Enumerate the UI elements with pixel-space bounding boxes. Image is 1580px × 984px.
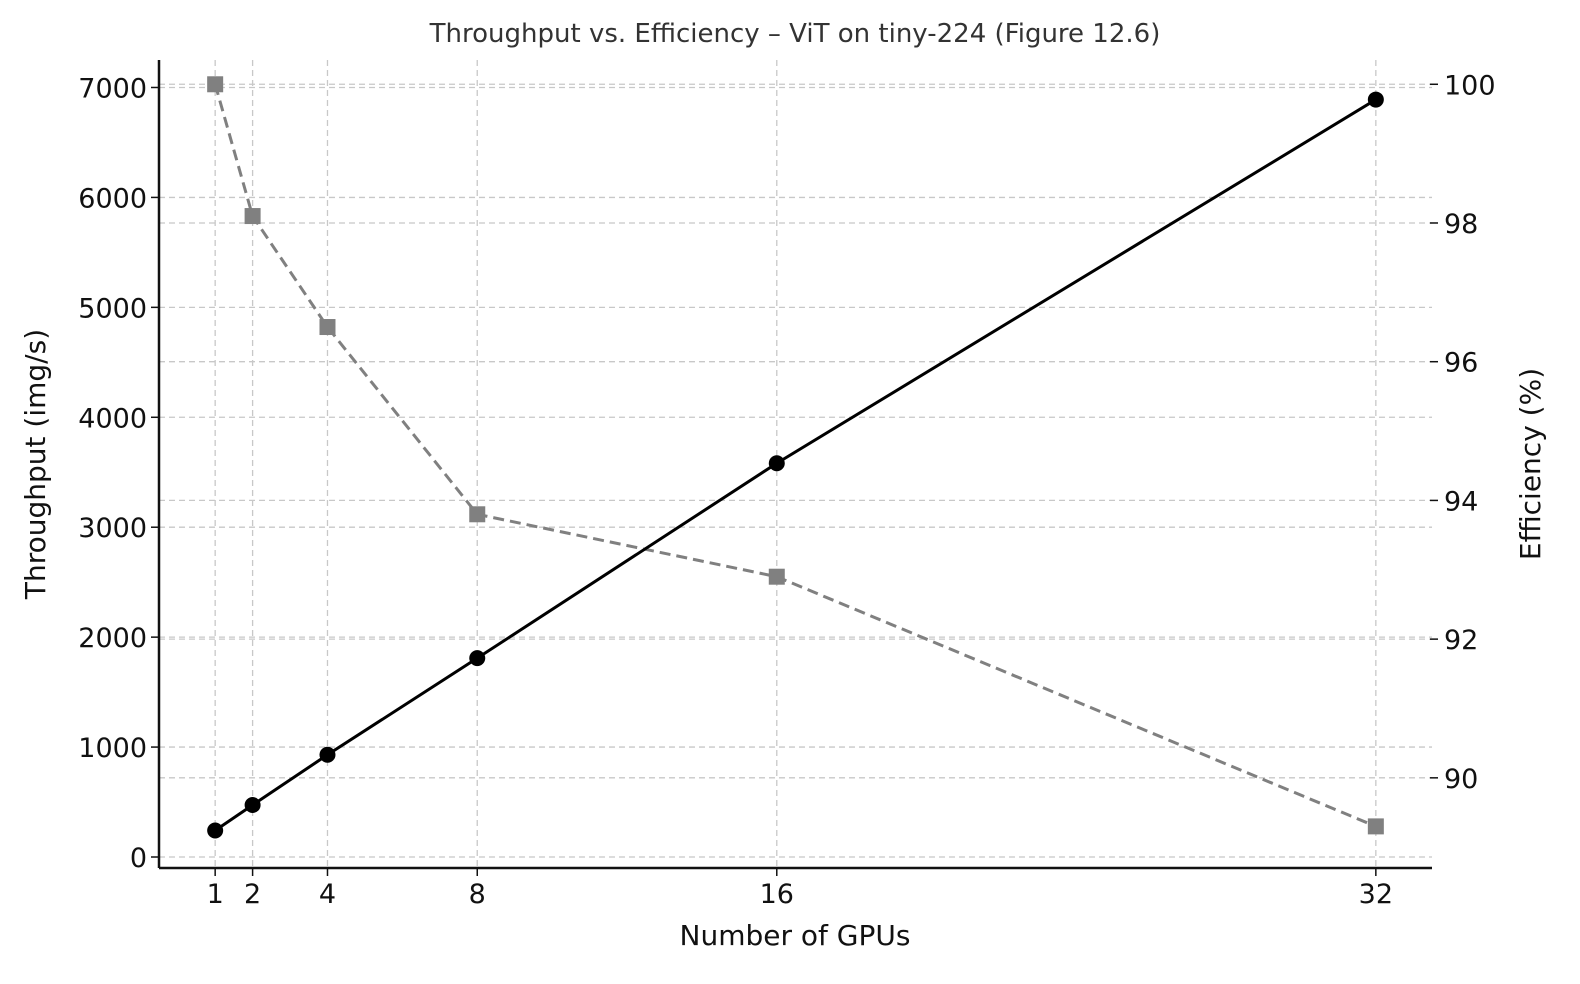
series-layer <box>207 76 1384 839</box>
efficiency-point <box>1367 818 1384 835</box>
y2-tick-label: 100 <box>1444 70 1496 101</box>
grid <box>159 60 1432 868</box>
throughput-point <box>244 797 261 814</box>
y-tick-label: 5000 <box>78 293 147 324</box>
x-tick-label: 4 <box>319 879 336 910</box>
y-tick-label: 0 <box>130 843 147 874</box>
x-tick-label: 32 <box>1359 879 1393 910</box>
y-tick-label: 6000 <box>78 183 147 214</box>
y2-tick-label: 94 <box>1444 486 1478 517</box>
efficiency-point <box>768 568 785 585</box>
y2-tick-label: 96 <box>1444 348 1478 379</box>
x-tick-label: 2 <box>244 879 261 910</box>
throughput-line <box>214 98 1377 832</box>
throughput-point <box>319 746 336 763</box>
axes: 1 2 4 8 16 32 0 1000 2000 3000 4000 5000 6000 7000 90 9… <box>78 60 1496 910</box>
efficiency-line <box>213 83 1377 828</box>
y2-tick-label: 92 <box>1444 625 1478 656</box>
y-tick-label: 3000 <box>78 513 147 544</box>
y-tick-label: 1000 <box>78 733 147 764</box>
x-tick-label: 8 <box>469 879 486 910</box>
y2-axis-label: Efficiency (%) <box>1514 368 1547 560</box>
x-tick-label: 1 <box>207 879 224 910</box>
efficiency-point <box>207 76 224 93</box>
y-tick-label: 4000 <box>78 403 147 434</box>
efficiency-point <box>244 208 261 225</box>
throughput-point <box>1367 91 1384 108</box>
chart-title: Throughput vs. Efficiency – ViT on tiny-… <box>429 19 1161 49</box>
y-axis-label: Throughput (img/s) <box>19 329 52 600</box>
efficiency-point <box>319 319 336 336</box>
y2-tick-label: 90 <box>1444 764 1478 795</box>
x-axis-label: Number of GPUs <box>680 919 911 952</box>
throughput-point <box>768 455 785 472</box>
x-tick-label: 16 <box>760 879 794 910</box>
y-tick-label: 2000 <box>78 623 147 654</box>
efficiency-point <box>469 506 486 523</box>
y-tick-label: 7000 <box>78 73 147 104</box>
throughput-point <box>207 822 224 839</box>
y2-tick-label: 98 <box>1444 209 1478 240</box>
throughput-point <box>469 650 486 667</box>
